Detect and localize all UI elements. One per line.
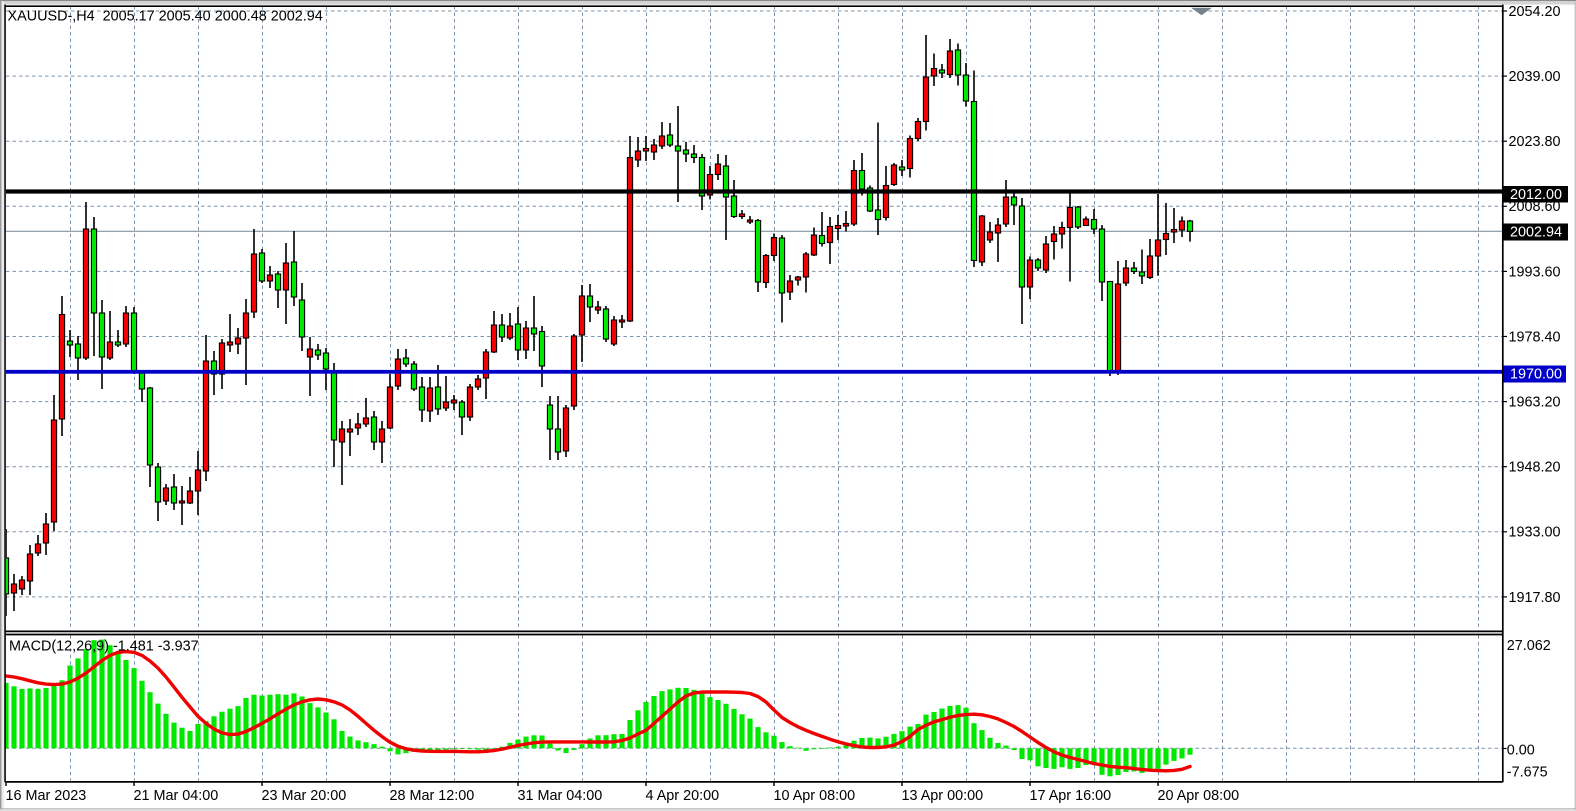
svg-text:1917.80: 1917.80 [1509,590,1561,606]
svg-text:1978.40: 1978.40 [1509,329,1561,345]
svg-text:-7.675: -7.675 [1507,765,1548,781]
svg-text:28 Mar 12:00: 28 Mar 12:00 [390,788,475,804]
svg-text:2039.00: 2039.00 [1509,69,1561,85]
svg-text:1948.20: 1948.20 [1509,460,1561,476]
svg-text:21 Mar 04:00: 21 Mar 04:00 [134,788,219,804]
svg-text:MACD(12,26,9) -1.481 -3.937: MACD(12,26,9) -1.481 -3.937 [9,639,199,655]
svg-text:2012.00: 2012.00 [1510,187,1562,203]
svg-text:2008.60: 2008.60 [1509,199,1561,215]
svg-text:4 Apr 20:00: 4 Apr 20:00 [646,788,720,804]
svg-text:10 Apr 08:00: 10 Apr 08:00 [774,788,856,804]
svg-text:0.00: 0.00 [1507,743,1535,759]
svg-text:2023.80: 2023.80 [1509,134,1561,150]
svg-text:23 Mar 20:00: 23 Mar 20:00 [262,788,347,804]
svg-text:20 Apr 08:00: 20 Apr 08:00 [1158,788,1240,804]
svg-text:31 Mar 04:00: 31 Mar 04:00 [518,788,603,804]
svg-text:XAUUSD-,H4 2005.17 2005.40 20: XAUUSD-,H4 2005.17 2005.40 2000.48 2002.… [8,9,323,25]
svg-text:1963.20: 1963.20 [1509,395,1561,411]
svg-text:1970.00: 1970.00 [1510,367,1562,383]
svg-text:16 Mar 2023: 16 Mar 2023 [6,788,87,804]
svg-text:27.062: 27.062 [1507,638,1551,654]
svg-text:2002.94: 2002.94 [1510,225,1562,241]
svg-text:17 Apr 16:00: 17 Apr 16:00 [1030,788,1112,804]
svg-text:1993.60: 1993.60 [1509,264,1561,280]
svg-text:13 Apr 00:00: 13 Apr 00:00 [902,788,984,804]
svg-text:1933.00: 1933.00 [1509,525,1561,541]
svg-text:2054.20: 2054.20 [1509,4,1561,20]
